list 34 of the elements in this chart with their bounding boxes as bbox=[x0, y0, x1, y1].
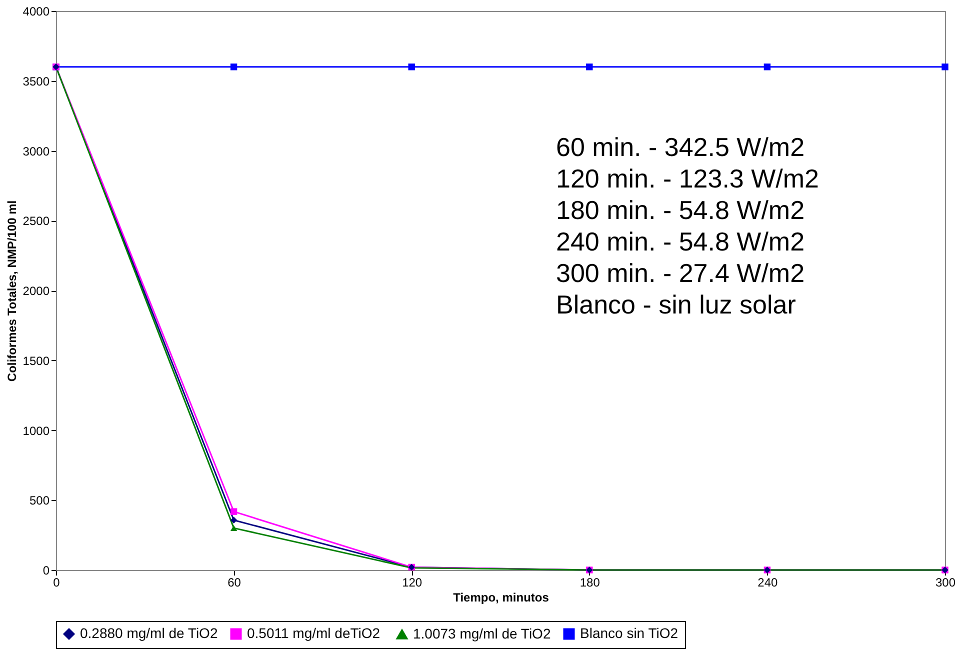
point bbox=[230, 508, 238, 515]
y-tick-label: 1500 bbox=[22, 354, 50, 368]
annotation: Blanco - sin luz solar bbox=[556, 290, 796, 320]
y-tick-label: 3500 bbox=[22, 74, 50, 88]
y-tick-label: 2000 bbox=[22, 284, 50, 298]
y-tick-label: 0 bbox=[42, 564, 50, 578]
point bbox=[764, 64, 771, 70]
y-tick-label: 1000 bbox=[22, 424, 50, 438]
x-tick-label: 0 bbox=[53, 576, 60, 590]
x-axis-title: Tiempo, minutos bbox=[453, 590, 550, 604]
legend-label: 1.0073 mg/ml de TiO2 bbox=[413, 625, 551, 642]
y-tick-label: 500 bbox=[29, 494, 50, 508]
legend-label: 0.5011 mg/ml deTiO2 bbox=[247, 625, 380, 641]
legend-label: 0.2880 mg/ml de TiO2 bbox=[80, 625, 218, 641]
annotation: 300 min. - 27.4 W/m2 bbox=[556, 258, 805, 288]
point bbox=[586, 64, 593, 70]
y-tick-label: 4000 bbox=[22, 4, 50, 18]
annotation: 120 min. - 123.3 W/m2 bbox=[556, 164, 819, 194]
x-tick-label: 300 bbox=[935, 576, 956, 590]
point bbox=[408, 64, 415, 70]
annotation: 240 min. - 54.8 W/m2 bbox=[556, 226, 805, 256]
legend-label: Blanco sin TiO2 bbox=[580, 625, 678, 641]
point bbox=[230, 64, 238, 70]
x-tick-label: 180 bbox=[580, 576, 600, 590]
annotation: 60 min. - 342.5 W/m2 bbox=[556, 132, 805, 162]
y-tick-label: 3000 bbox=[22, 144, 50, 158]
y-tick-label: 2500 bbox=[22, 214, 50, 228]
annotation: 180 min. - 54.8 W/m2 bbox=[556, 195, 805, 225]
x-tick-label: 60 bbox=[228, 576, 242, 590]
point bbox=[230, 516, 238, 524]
point bbox=[942, 64, 948, 70]
x-tick-label: 240 bbox=[758, 576, 778, 590]
x-tick-label: 120 bbox=[402, 576, 422, 590]
y-axis-title: Coliformes Totales, NMP/100 ml bbox=[4, 200, 19, 382]
